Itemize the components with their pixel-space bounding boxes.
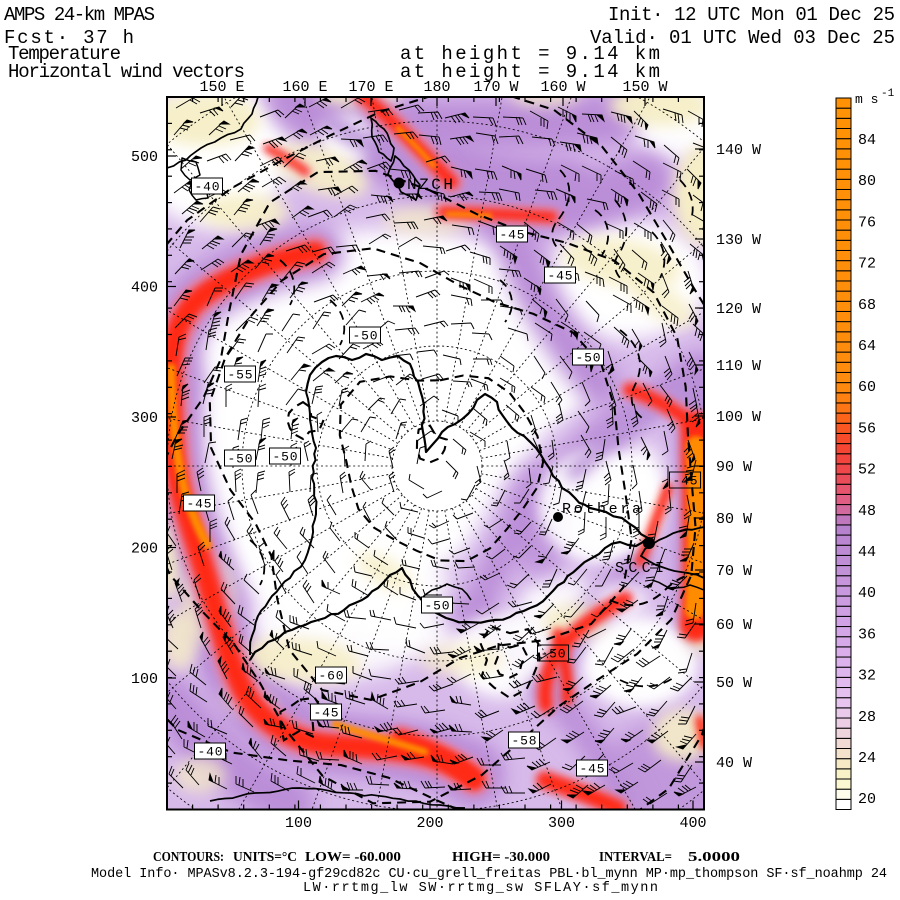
- svg-text:70 W: 70 W: [716, 563, 752, 580]
- svg-text:20: 20: [858, 791, 876, 808]
- svg-text:76: 76: [858, 214, 876, 231]
- svg-text:200: 200: [416, 815, 443, 832]
- svg-text:24: 24: [858, 750, 876, 767]
- svg-text:36: 36: [858, 626, 876, 643]
- svg-text:90 W: 90 W: [716, 459, 752, 476]
- svg-text:-45: -45: [187, 497, 212, 512]
- svg-text:100: 100: [285, 815, 312, 832]
- svg-text:160 W: 160 W: [540, 79, 585, 96]
- svg-text:-50: -50: [425, 599, 450, 614]
- svg-text:LW·rrtmg_lw SW·rrtmg_sw SFLAY·: LW·rrtmg_lw SW·rrtmg_sw SFLAY·sf_mynn: [303, 881, 658, 896]
- svg-text:110 W: 110 W: [716, 358, 761, 375]
- svg-text:100 W: 100 W: [716, 409, 761, 426]
- svg-text:80 W: 80 W: [716, 511, 752, 528]
- svg-text:Model Info· MPASv8.2.3-194-gf2: Model Info· MPASv8.2.3-194-gf29cd82c CU·…: [91, 867, 887, 882]
- svg-text:200: 200: [131, 541, 158, 558]
- svg-text:m s: m s: [855, 92, 878, 107]
- svg-text:-45: -45: [314, 706, 339, 721]
- svg-text:-60: -60: [319, 669, 344, 684]
- svg-text:500: 500: [131, 149, 158, 166]
- svg-text:180: 180: [423, 79, 450, 96]
- svg-text:Rothera: Rothera: [562, 501, 641, 518]
- svg-text:44: 44: [858, 544, 876, 561]
- svg-text:150 E: 150 E: [199, 79, 244, 96]
- svg-text:60 W: 60 W: [716, 617, 752, 634]
- svg-text:120 W: 120 W: [716, 301, 761, 318]
- svg-text:-45: -45: [673, 474, 698, 489]
- svg-text:at height = 9.14 km: at height = 9.14 km: [400, 43, 660, 65]
- svg-text:56: 56: [858, 420, 876, 437]
- svg-text:-58: -58: [512, 734, 537, 749]
- svg-text:48: 48: [858, 503, 876, 520]
- svg-text:32: 32: [858, 668, 876, 685]
- svg-text:170 E: 170 E: [348, 79, 393, 96]
- svg-text:Init· 12 UTC Mon 01 Dec 25: Init· 12 UTC Mon 01 Dec 25: [608, 4, 895, 26]
- svg-text:LOW= -60.000: LOW= -60.000: [305, 850, 401, 865]
- svg-text:300: 300: [548, 815, 575, 832]
- svg-text:40: 40: [858, 585, 876, 602]
- svg-text:UNITS=°C: UNITS=°C: [233, 850, 297, 865]
- svg-text:at height = 9.14 km: at height = 9.14 km: [400, 61, 660, 83]
- svg-text:AMPS 24-km MPAS: AMPS 24-km MPAS: [4, 4, 155, 26]
- svg-text:Fcst· 37 h: Fcst· 37 h: [4, 27, 134, 49]
- svg-text:-45: -45: [548, 269, 573, 284]
- svg-text:INTERVAL=: INTERVAL=: [599, 850, 672, 865]
- svg-text:CONTOURS:: CONTOURS:: [153, 850, 224, 865]
- svg-text:80: 80: [858, 173, 876, 190]
- svg-text:-50: -50: [273, 450, 298, 465]
- svg-text:130 W: 130 W: [716, 232, 761, 249]
- svg-text:Valid· 01 UTC Wed 03 Dec 25: Valid· 01 UTC Wed 03 Dec 25: [590, 27, 895, 49]
- svg-text:84: 84: [858, 132, 876, 149]
- svg-text:-50: -50: [576, 351, 601, 366]
- svg-text:72: 72: [858, 256, 876, 273]
- svg-text:400: 400: [131, 280, 158, 297]
- svg-text:-40: -40: [195, 180, 220, 195]
- svg-text:160 E: 160 E: [282, 79, 327, 96]
- svg-text:150 W: 150 W: [622, 79, 667, 96]
- svg-text:-50: -50: [228, 452, 253, 467]
- svg-text:60: 60: [858, 379, 876, 396]
- svg-text:-45: -45: [500, 228, 525, 243]
- svg-text:140 W: 140 W: [716, 142, 761, 159]
- svg-text:-50: -50: [353, 329, 378, 344]
- svg-text:-50: -50: [541, 647, 566, 662]
- svg-text:100: 100: [131, 671, 158, 688]
- svg-text:170 W: 170 W: [473, 79, 518, 96]
- svg-text:Temperature: Temperature: [8, 43, 121, 65]
- svg-text:-45: -45: [580, 762, 605, 777]
- svg-text:50 W: 50 W: [716, 675, 752, 692]
- svg-text:40 W: 40 W: [716, 755, 752, 772]
- svg-text:Horizontal wind vectors: Horizontal wind vectors: [8, 61, 245, 83]
- svg-text:400: 400: [679, 815, 706, 832]
- svg-text:-40: -40: [198, 745, 223, 760]
- svg-text:52: 52: [858, 462, 876, 479]
- svg-text:64: 64: [858, 338, 876, 355]
- svg-text:300: 300: [131, 410, 158, 427]
- svg-text:HIGH= -30.000: HIGH= -30.000: [452, 850, 550, 865]
- svg-text:68: 68: [858, 297, 876, 314]
- svg-text:5.0000: 5.0000: [688, 850, 740, 865]
- svg-text:-55: -55: [228, 368, 253, 383]
- svg-text:-1: -1: [881, 88, 895, 100]
- svg-text:28: 28: [858, 709, 876, 726]
